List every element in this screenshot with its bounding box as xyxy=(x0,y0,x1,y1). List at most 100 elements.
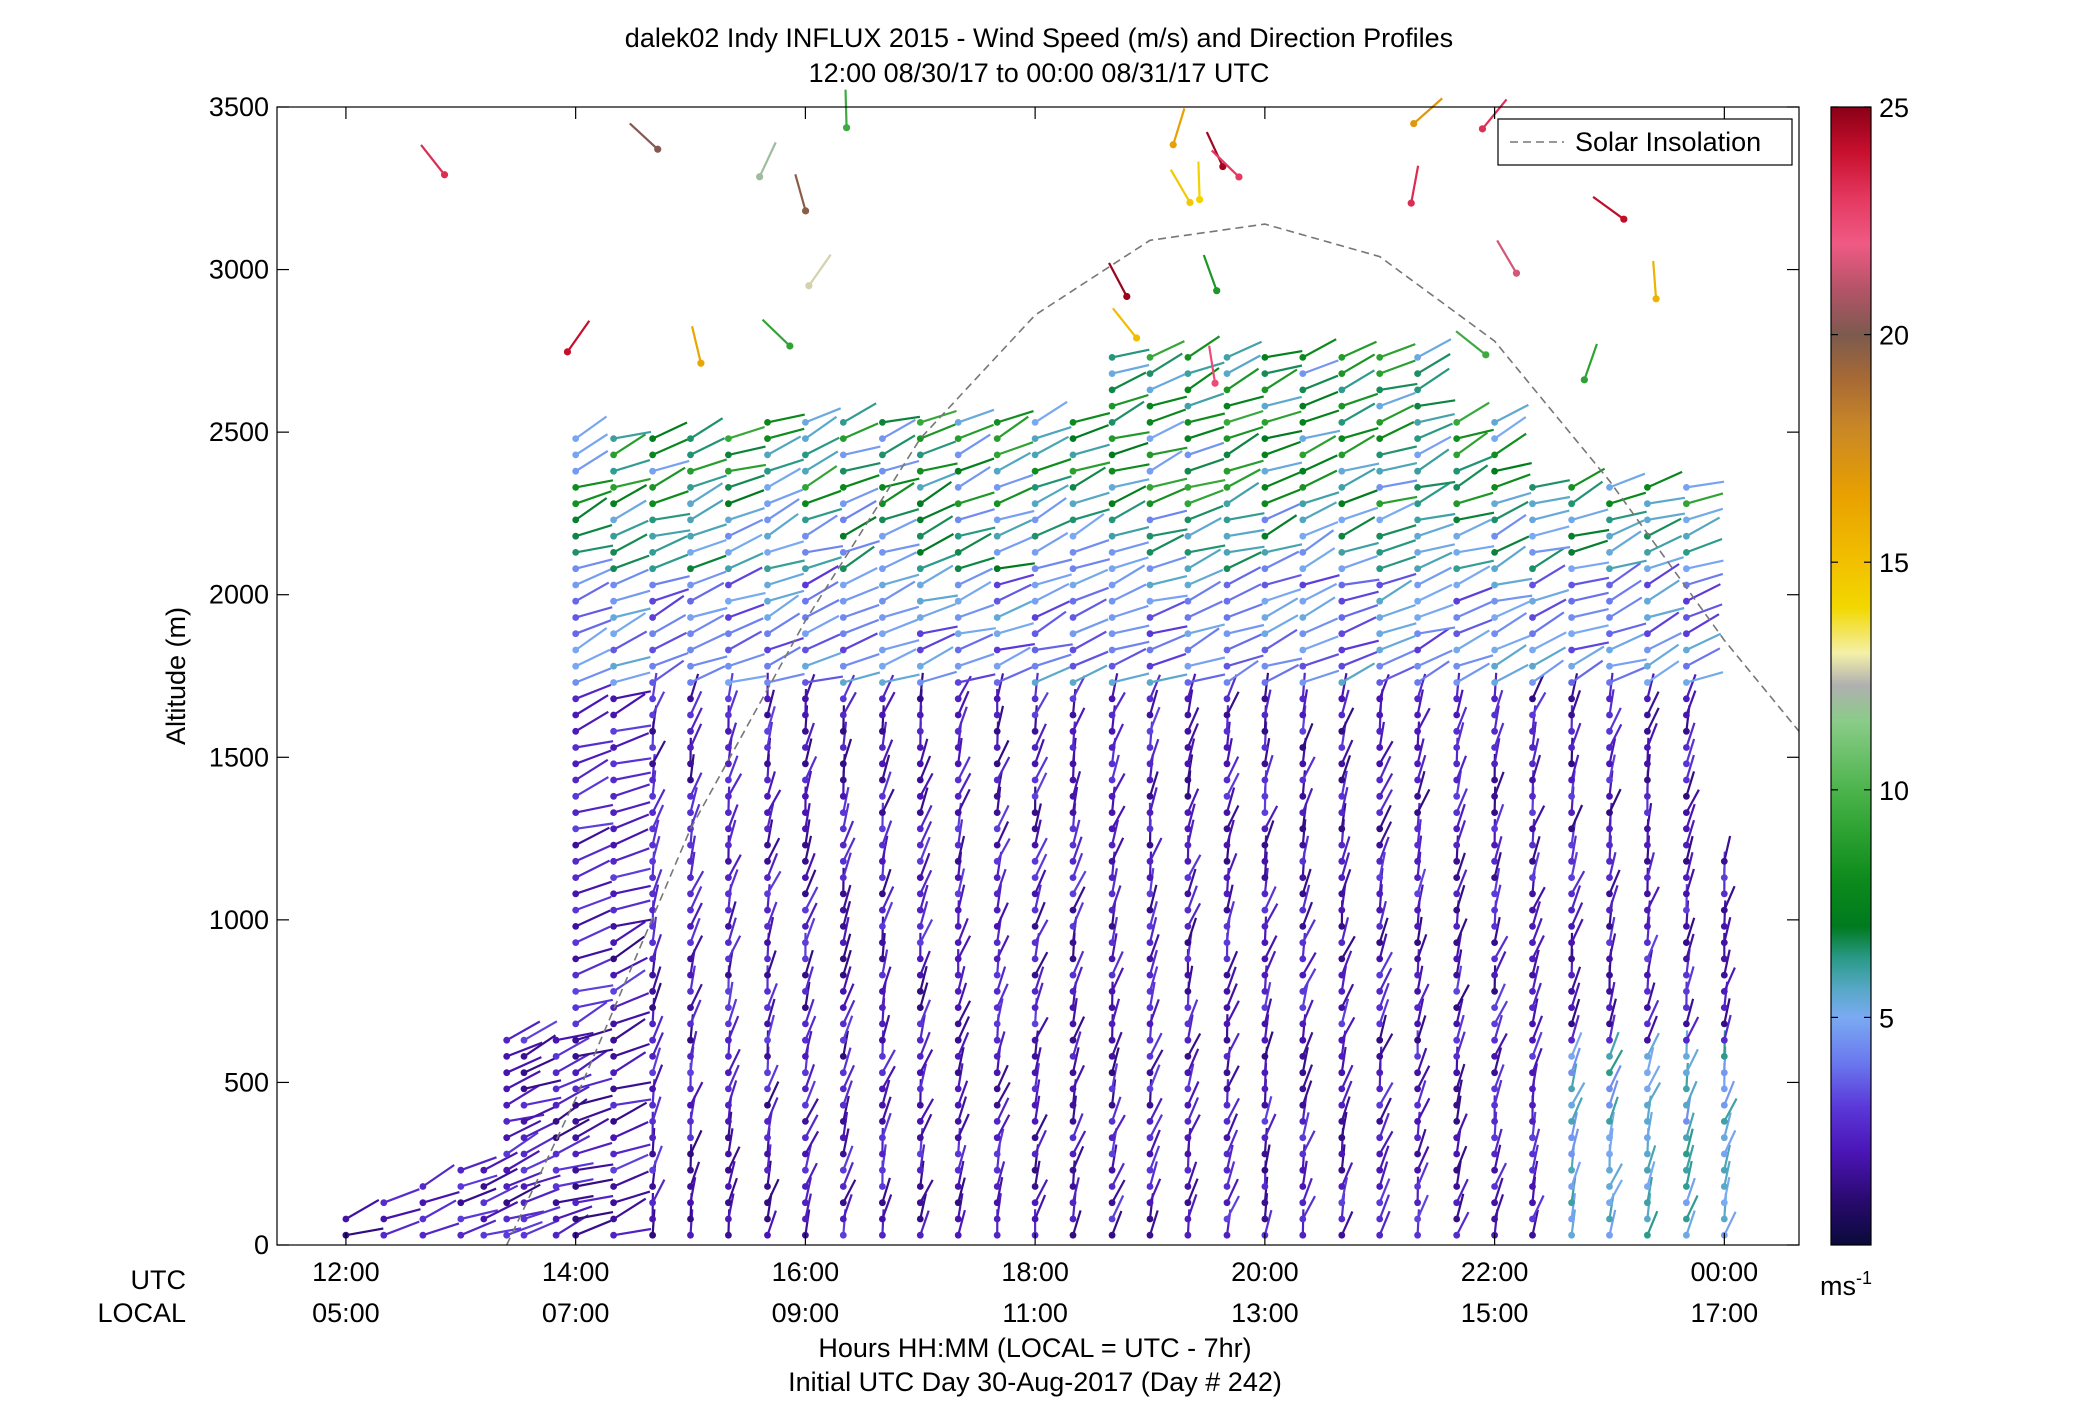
wind-barb xyxy=(761,318,791,347)
wind-barb xyxy=(1378,1178,1391,1204)
wind-barb xyxy=(1531,611,1565,635)
wind-barb-point xyxy=(1414,614,1421,621)
wind-barb-point xyxy=(610,1020,617,1028)
wind-barb-point xyxy=(1146,939,1154,946)
wind-barb xyxy=(613,783,650,798)
wind-barb-point xyxy=(1184,1134,1192,1142)
wind-barb-point xyxy=(1453,971,1461,979)
wind-barb-point xyxy=(1261,971,1269,979)
wind-barb-point xyxy=(1261,776,1269,784)
wind-barb-point xyxy=(993,1183,1001,1190)
wind-barb-point xyxy=(572,646,580,654)
wind-barb-point xyxy=(1683,1085,1690,1093)
wind-barb xyxy=(1417,482,1451,505)
wind-barb xyxy=(727,1111,733,1138)
wind-barb-point xyxy=(1644,711,1651,719)
wind-barb-point xyxy=(879,825,886,833)
wind-barb xyxy=(1685,722,1696,748)
wind-barb-point xyxy=(572,711,580,719)
wind-barb xyxy=(1148,867,1155,894)
wind-barb-point xyxy=(1606,727,1613,735)
wind-barb xyxy=(345,1198,380,1220)
wind-barb xyxy=(1723,998,1731,1025)
wind-barb-point xyxy=(725,467,732,475)
wind-barb xyxy=(727,722,738,748)
wind-barb-point xyxy=(802,435,809,442)
wind-barb xyxy=(842,738,853,765)
wind-barb-point xyxy=(725,695,732,703)
wind-barb xyxy=(1302,574,1340,587)
wind-barb-point xyxy=(1069,760,1077,768)
wind-barb xyxy=(1493,1128,1503,1155)
wind-barb xyxy=(1225,1113,1239,1139)
wind-barb-point xyxy=(1376,402,1384,410)
wind-barb xyxy=(1685,516,1721,538)
wind-barb xyxy=(1263,1144,1271,1171)
wind-barb xyxy=(1149,1049,1164,1074)
wind-barb-point xyxy=(1069,516,1077,524)
wind-barb xyxy=(1111,754,1120,781)
wind-barb-point xyxy=(610,923,617,930)
wind-barb xyxy=(1149,509,1188,521)
wind-barb xyxy=(651,672,658,699)
wind-barb-point xyxy=(610,1231,617,1239)
wind-barb-point xyxy=(1453,1231,1461,1239)
wind-barb-point xyxy=(610,1101,617,1109)
wind-barb-point xyxy=(1299,386,1307,394)
wind-barb xyxy=(420,144,446,176)
wind-barb-point xyxy=(725,662,732,670)
wind-barb-point xyxy=(764,744,771,751)
wind-barb-point xyxy=(1644,744,1651,751)
wind-barb-point xyxy=(1414,1231,1421,1239)
wind-barb xyxy=(1455,949,1463,976)
wind-barb xyxy=(1379,524,1417,538)
wind-barb xyxy=(1686,559,1724,570)
wind-barb-point xyxy=(687,614,694,621)
wind-barb-point xyxy=(725,825,732,833)
wind-barb-point xyxy=(954,516,962,524)
wind-barb xyxy=(1494,473,1531,489)
y-tick-label: 500 xyxy=(224,1067,269,1097)
wind-barb xyxy=(575,1077,613,1090)
wind-barb xyxy=(919,672,924,699)
wind-barb-point xyxy=(1031,630,1039,638)
wind-barb xyxy=(1148,917,1158,943)
wind-barb xyxy=(1226,566,1262,586)
wind-barb xyxy=(842,900,852,927)
wind-barb-point xyxy=(1644,516,1651,524)
wind-barb xyxy=(1685,852,1694,878)
wind-barb xyxy=(1341,506,1379,521)
wind-barb-point xyxy=(1146,744,1154,751)
wind-barb-point xyxy=(1491,549,1498,556)
wind-barb-point xyxy=(764,1004,771,1011)
wind-barb-point xyxy=(1108,1199,1116,1207)
wind-barb-point xyxy=(1299,760,1307,768)
wind-barb xyxy=(523,1020,558,1042)
wind-barb-point xyxy=(1606,1183,1613,1190)
wind-barb xyxy=(1531,1047,1543,1074)
wind-barb xyxy=(1071,950,1085,976)
wind-barb-point xyxy=(1414,825,1421,833)
wind-barb-point xyxy=(954,939,962,946)
wind-barb xyxy=(651,1032,664,1057)
wind-barb xyxy=(996,486,1033,505)
wind-barb-point xyxy=(1223,695,1231,703)
wind-barb xyxy=(804,755,818,781)
wind-barb xyxy=(555,1205,593,1221)
wind-barb-point xyxy=(1223,776,1231,784)
wind-barb xyxy=(1531,1015,1544,1041)
wind-barb xyxy=(613,992,650,1009)
wind-barb xyxy=(1417,353,1451,375)
wind-barb xyxy=(728,675,767,684)
wind-barb xyxy=(1378,951,1393,976)
wind-barb-point xyxy=(1223,581,1231,589)
wind-barb xyxy=(1570,1082,1586,1106)
wind-barb-point xyxy=(1108,1118,1116,1125)
wind-barb-point xyxy=(1568,1231,1575,1239)
wind-barb xyxy=(957,935,972,960)
wind-barb-point xyxy=(879,1069,886,1077)
wind-barb xyxy=(804,415,838,440)
wind-barb-point xyxy=(1407,199,1415,207)
wind-barb xyxy=(1034,1194,1047,1220)
wind-barb-point xyxy=(520,1069,528,1077)
